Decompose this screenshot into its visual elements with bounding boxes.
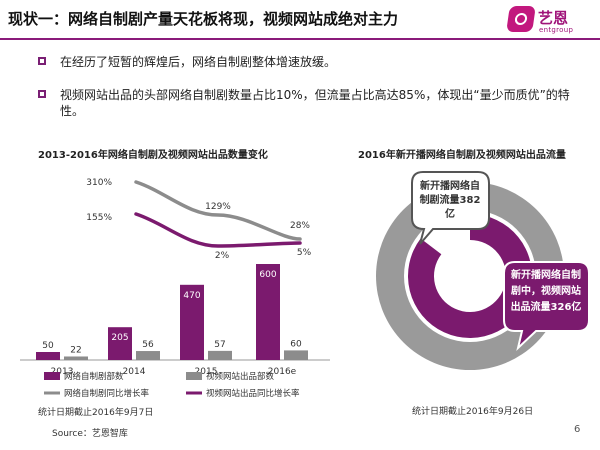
bar-value-label: 600 bbox=[259, 270, 276, 280]
bar-value-label: 50 bbox=[42, 341, 54, 351]
bar-platform-count bbox=[136, 351, 160, 360]
source-note: Source：艺恩智库 bbox=[52, 429, 128, 439]
bar-chart-title: 2013-2016年网络自制剧及视频网站出品数量变化 bbox=[38, 150, 268, 161]
legend-label: 网络自制剧同比增长率 bbox=[64, 388, 150, 399]
growth-rate-label: 28% bbox=[290, 221, 310, 231]
brand-logo: 艺恩 entgroup bbox=[506, 6, 594, 36]
logo-text-cn: 艺恩 bbox=[538, 9, 569, 27]
legend-swatch bbox=[44, 372, 60, 380]
callout-outer-text: 制剧流量382 bbox=[420, 193, 481, 206]
donut-chart-footnote: 统计日期截止2016年9月26日 bbox=[412, 407, 534, 417]
bullet-1: 在经历了短暂的辉煌后，网络自制剧整体增速放缓。 bbox=[38, 54, 580, 70]
bar-value-label: 57 bbox=[214, 340, 225, 350]
growth-rate-label: 2% bbox=[215, 251, 230, 261]
bar-value-label: 22 bbox=[70, 345, 81, 355]
growth-rate-label: 155% bbox=[86, 213, 112, 223]
x-tick-label: 2016e bbox=[268, 367, 297, 377]
line-drama-growth bbox=[134, 180, 302, 241]
page-title: 现状一：网络自制剧产量天花板将现，视频网站成绝对主力 bbox=[8, 10, 399, 28]
bar-drama-count bbox=[180, 284, 204, 360]
bullet-2-text: 视频网站出品的头部网络自制剧数量占比10%，但流量占比高达85%，体现出“量少而… bbox=[60, 88, 570, 118]
legend-label: 视频网站出品同比增长率 bbox=[206, 388, 300, 399]
growth-rate-label: 310% bbox=[86, 178, 112, 188]
callout-outer-text: 新开播网络自 bbox=[420, 179, 480, 192]
callout-outer-box bbox=[411, 171, 490, 245]
legend-swatch bbox=[186, 372, 202, 380]
logo-text-en: entgroup bbox=[539, 26, 574, 34]
title-divider bbox=[0, 38, 600, 40]
x-tick-label: 2014 bbox=[123, 367, 146, 377]
x-tick-label: 2013 bbox=[51, 367, 74, 377]
bar-value-label: 470 bbox=[183, 291, 200, 301]
legend-label: 网络自制剧部数 bbox=[64, 371, 124, 382]
bar-platform-count bbox=[208, 350, 232, 360]
bar-platform-count bbox=[284, 350, 308, 360]
bar-drama-count bbox=[36, 352, 60, 360]
bar-platform-count bbox=[64, 356, 88, 360]
growth-rate-label: 129% bbox=[205, 202, 231, 212]
donut-chart-title: 2016年新开播网络自制剧及视频网站出品流量 bbox=[358, 150, 566, 161]
callout-outer-text: 亿 bbox=[445, 207, 455, 220]
bar-value-label: 60 bbox=[290, 339, 302, 349]
bar-value-label: 205 bbox=[111, 333, 128, 343]
legend-label: 视频网站出品部数 bbox=[206, 371, 275, 382]
bullet-2: 视频网站出品的头部网络自制剧数量占比10%，但流量占比高达85%，体现出“量少而… bbox=[38, 87, 580, 119]
x-tick-label: 2015 bbox=[195, 367, 218, 377]
growth-rate-label: 5% bbox=[297, 248, 312, 258]
page-number: 6 bbox=[574, 424, 581, 435]
callout-inner-text: 剧中，视频网站 bbox=[511, 284, 581, 297]
callout-inner-text: 出品流量326亿 bbox=[511, 300, 582, 313]
bar-value-label: 56 bbox=[142, 340, 154, 350]
bar-drama-count bbox=[108, 327, 132, 360]
bar-drama-count bbox=[256, 264, 280, 360]
bar-chart-footnote: 统计日期截止2016年9月7日 bbox=[38, 408, 154, 418]
bullet-1-text: 在经历了短暂的辉煌后，网络自制剧整体增速放缓。 bbox=[60, 55, 337, 69]
callout-inner-box bbox=[503, 261, 590, 352]
bullet-square-icon bbox=[38, 90, 46, 98]
line-platform-growth bbox=[134, 212, 302, 248]
donut-inner-arc bbox=[408, 214, 533, 338]
bullet-square-icon bbox=[38, 57, 46, 65]
callout-inner-text: 新开播网络自制 bbox=[511, 268, 581, 281]
